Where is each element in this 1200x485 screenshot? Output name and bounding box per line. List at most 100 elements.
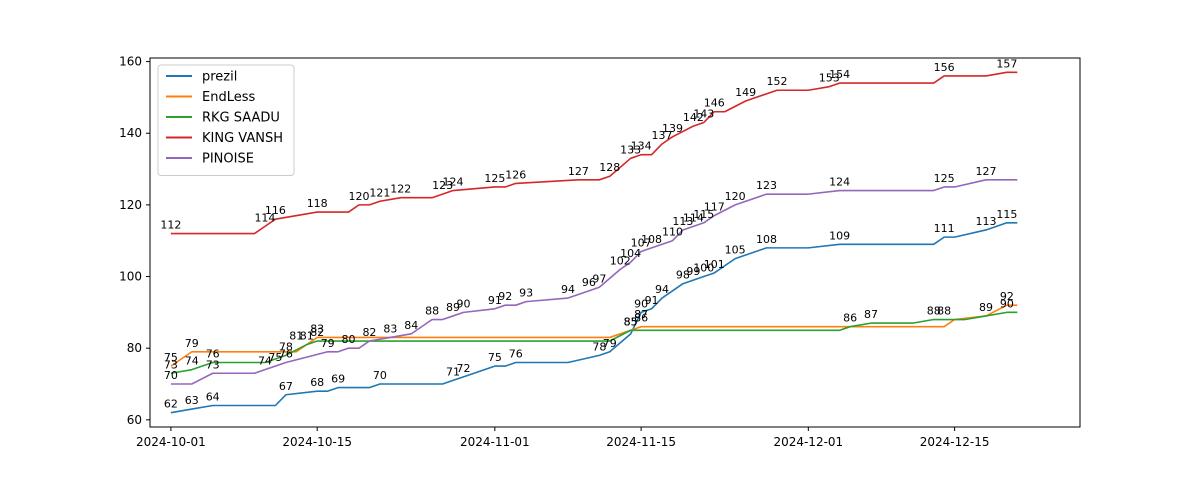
legend-label-prezil: prezil — [202, 70, 237, 85]
data-label-endless: 92 — [1000, 290, 1014, 303]
data-label-prezil: 99 — [686, 265, 700, 278]
legend-label-king-vansh: KING VANSH — [202, 131, 283, 146]
data-label-pinoise: 82 — [362, 326, 376, 339]
data-label-prezil: 68 — [310, 376, 324, 389]
series-line-rkg-saadu — [170, 311, 1018, 375]
x-tick-label: 2024-12-15 — [920, 435, 990, 449]
data-label-pinoise: 107 — [631, 236, 652, 249]
data-label-prezil: 94 — [655, 283, 669, 296]
data-label-king-vansh: 146 — [704, 97, 725, 110]
data-label-king-vansh: 114 — [254, 211, 275, 224]
data-label-endless: 89 — [979, 301, 993, 314]
data-label-endless: 83 — [310, 322, 324, 335]
data-label-king-vansh: 116 — [265, 204, 286, 217]
series-line-king-vansh — [170, 71, 1018, 235]
data-label-pinoise: 124 — [829, 176, 850, 189]
y-tick-label: 140 — [119, 126, 142, 140]
data-label-rkg-saadu: 87 — [864, 308, 878, 321]
data-label-king-vansh: 143 — [693, 107, 714, 120]
data-label-pinoise: 88 — [425, 305, 439, 318]
y-tick-label: 160 — [119, 55, 142, 69]
data-label-king-vansh: 137 — [652, 129, 673, 142]
data-label-endless: 85 — [624, 315, 638, 328]
legend-label-endless: EndLess — [202, 90, 255, 105]
data-label-pinoise: 108 — [641, 233, 662, 246]
y-tick-label: 60 — [127, 413, 142, 427]
data-label-rkg-saadu: 87 — [634, 308, 648, 321]
data-label-rkg-saadu: 85 — [624, 315, 638, 328]
series-line-endless — [170, 304, 1018, 367]
data-label-pinoise: 115 — [693, 208, 714, 221]
data-label-pinoise: 123 — [756, 179, 777, 192]
data-label-endless: 86 — [634, 312, 648, 325]
data-label-rkg-saadu: 90 — [1000, 297, 1014, 310]
data-label-king-vansh: 112 — [160, 219, 181, 232]
data-label-prezil: 69 — [331, 373, 345, 386]
data-label-prezil: 113 — [975, 215, 996, 228]
data-label-endless: 88 — [927, 305, 941, 318]
data-label-rkg-saadu: 74 — [185, 355, 199, 368]
data-label-king-vansh: 149 — [735, 86, 756, 99]
data-label-pinoise: 91 — [488, 294, 502, 307]
data-label-prezil: 109 — [829, 229, 850, 242]
data-label-king-vansh: 156 — [934, 61, 955, 74]
legend-label-rkg-saadu: RKG SAADU — [202, 111, 280, 126]
data-label-prezil: 111 — [934, 222, 955, 235]
data-label-king-vansh: 134 — [631, 140, 652, 153]
data-label-prezil: 71 — [446, 365, 460, 378]
data-label-prezil: 90 — [634, 297, 648, 310]
data-label-prezil: 67 — [279, 380, 293, 393]
data-label-pinoise: 96 — [582, 276, 596, 289]
series-line-prezil — [170, 222, 1018, 414]
data-label-rkg-saadu: 81 — [300, 330, 314, 343]
data-label-pinoise: 84 — [404, 319, 418, 332]
data-label-king-vansh: 123 — [432, 179, 453, 192]
data-label-king-vansh: 154 — [829, 68, 850, 81]
data-label-pinoise: 104 — [620, 247, 641, 260]
data-label-king-vansh: 139 — [662, 122, 683, 135]
data-label-king-vansh: 127 — [568, 165, 589, 178]
data-label-king-vansh: 153 — [819, 72, 840, 85]
data-label-prezil: 79 — [603, 337, 617, 350]
data-label-endless: 79 — [185, 337, 199, 350]
series-layer — [170, 71, 1018, 414]
data-label-king-vansh: 142 — [683, 111, 704, 124]
data-label-king-vansh: 128 — [599, 161, 620, 174]
data-label-prezil: 100 — [693, 262, 714, 275]
data-label-prezil: 63 — [185, 394, 199, 407]
data-label-prezil: 78 — [592, 340, 606, 353]
data-label-pinoise: 110 — [662, 226, 683, 239]
data-label-pinoise: 75 — [268, 351, 282, 364]
data-label-king-vansh: 126 — [505, 168, 526, 181]
data-label-endless: 81 — [289, 330, 303, 343]
data-label-rkg-saadu: 82 — [310, 326, 324, 339]
data-label-pinoise: 125 — [934, 172, 955, 185]
data-label-king-vansh: 133 — [620, 143, 641, 156]
data-label-prezil: 62 — [164, 398, 178, 411]
data-label-pinoise: 80 — [342, 333, 356, 346]
x-tick-label: 2024-10-15 — [282, 435, 352, 449]
legend-label-pinoise: PINOISE — [202, 152, 254, 167]
data-label-prezil: 115 — [996, 208, 1017, 221]
data-label-king-vansh: 152 — [766, 75, 787, 88]
data-label-prezil: 64 — [206, 391, 220, 404]
data-label-pinoise: 83 — [383, 322, 397, 335]
data-label-prezil: 70 — [373, 369, 387, 382]
data-label-rkg-saadu: 73 — [164, 358, 178, 371]
series-line-pinoise — [170, 179, 1018, 385]
data-label-pinoise: 89 — [446, 301, 460, 314]
data-label-prezil: 72 — [456, 362, 470, 375]
y-tick-label: 100 — [119, 270, 142, 284]
data-label-king-vansh: 120 — [348, 190, 369, 203]
data-label-pinoise: 97 — [592, 272, 606, 285]
data-label-pinoise: 113 — [672, 215, 693, 228]
data-label-rkg-saadu: 78 — [279, 340, 293, 353]
data-label-prezil: 98 — [676, 269, 690, 282]
data-label-rkg-saadu: 86 — [843, 312, 857, 325]
y-tick-label: 120 — [119, 198, 142, 212]
data-label-pinoise: 93 — [519, 287, 533, 300]
legend-box — [157, 64, 295, 176]
